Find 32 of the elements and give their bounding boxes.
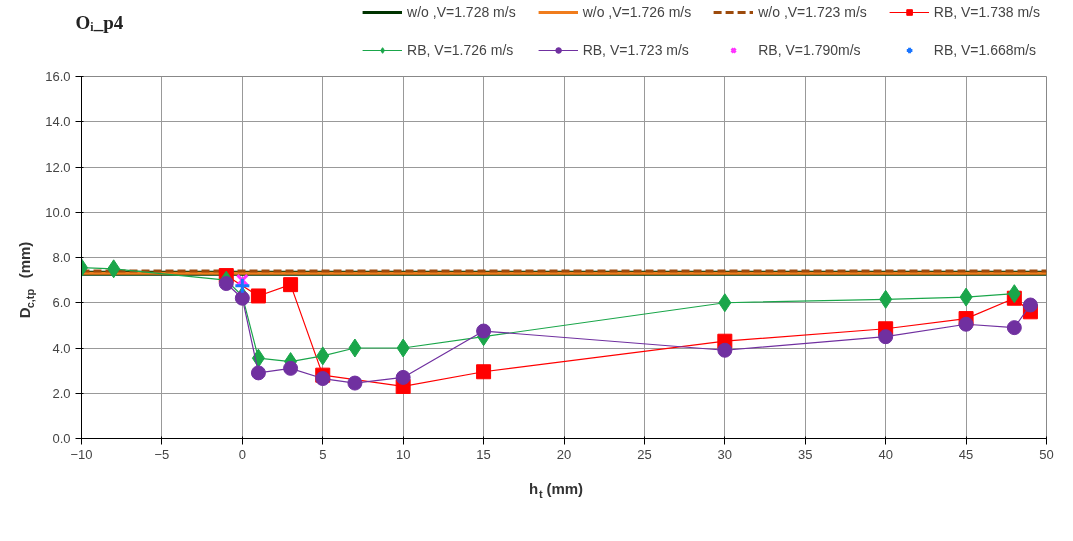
legend-label: RB, V=1.738 m/s: [933, 4, 1040, 20]
legend-label: RB, V=1.726 m/s: [407, 42, 514, 58]
x-tick-label: 0: [238, 446, 246, 462]
y-tick-label: 4.0: [52, 340, 71, 356]
x-tick-label: 20: [556, 446, 572, 462]
x-tick-label: 50: [1039, 446, 1054, 462]
y-tick-label: 10.0: [45, 204, 71, 220]
y-tick-label: 6.0: [52, 295, 71, 311]
x-tick-label: −10: [70, 446, 93, 462]
x-tick-label: 30: [717, 446, 733, 462]
chart-title: Oᵢ_p4: [75, 11, 124, 33]
x-tick-label: −5: [154, 446, 170, 462]
legend-label: w/o ,V=1.723 m/s: [758, 4, 867, 20]
legend-label: w/o ,V=1.726 m/s: [582, 4, 692, 20]
y-tick-label: 0.0: [52, 431, 71, 446]
legend-label: RB, V=1.790m/s: [758, 42, 861, 58]
x-tick-label: 15: [476, 446, 491, 462]
legend-label: w/o ,V=1.728 m/s: [407, 4, 516, 20]
x-tick-label: 45: [958, 446, 974, 462]
y-axis-title: Dc,tp (mm): [16, 241, 36, 319]
x-tick-label: 40: [878, 446, 893, 462]
y-tick-label: 2.0: [52, 385, 71, 401]
y-tick-label: 14.0: [45, 114, 71, 130]
y-tick-label: 16.0: [45, 69, 71, 84]
legend-label: RB, V=1.723 m/s: [582, 42, 689, 58]
y-tick-label: 12.0: [45, 159, 71, 175]
x-tick-label: 25: [637, 446, 652, 462]
y-tick-label: 8.0: [52, 250, 71, 265]
x-tick-label: 35: [798, 446, 813, 462]
x-tick-label: 5: [319, 446, 327, 462]
x-tick-label: 10: [395, 446, 411, 462]
legend-label: RB, V=1.668m/s: [933, 42, 1037, 58]
